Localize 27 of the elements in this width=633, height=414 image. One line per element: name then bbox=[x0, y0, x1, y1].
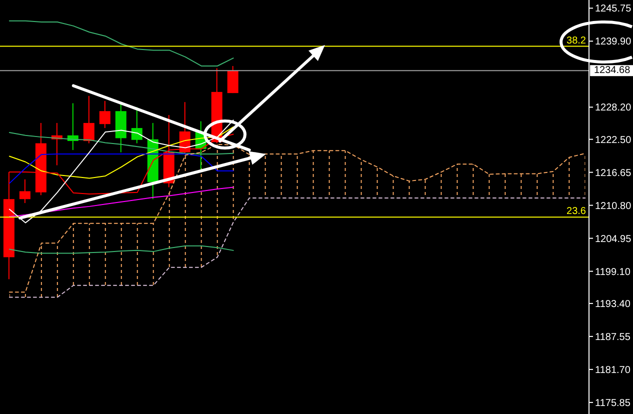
line-series bbox=[8, 144, 586, 293]
y-tick-label: 1204.95 bbox=[595, 234, 632, 245]
annotation: 38.2 bbox=[566, 35, 586, 46]
y-tick-label: 1199.10 bbox=[595, 266, 631, 278]
candlestick bbox=[99, 100, 110, 129]
line-series bbox=[8, 197, 586, 298]
y-tick-label: 1228.20 bbox=[595, 102, 632, 114]
line-series bbox=[8, 20, 234, 66]
y-tick-label: 1210.80 bbox=[595, 200, 632, 212]
candlestick bbox=[131, 106, 142, 144]
y-tick-label: 1187.55 bbox=[595, 332, 631, 343]
y-tick-label: 1181.70 bbox=[595, 364, 631, 376]
candlestick bbox=[227, 65, 238, 94]
line-series bbox=[8, 245, 234, 254]
annotation: 23.6 bbox=[566, 206, 586, 218]
y-tick-label: 1216.65 bbox=[595, 168, 632, 179]
line-series bbox=[8, 126, 234, 179]
y-tick-label: 1245.75 bbox=[595, 4, 632, 15]
y-tick-label: 1222.50 bbox=[595, 134, 632, 146]
line-series bbox=[8, 153, 234, 184]
candlestick bbox=[19, 178, 30, 204]
line-series bbox=[8, 186, 234, 218]
y-tick-label: 1239.90 bbox=[595, 36, 632, 48]
candlestick bbox=[83, 95, 94, 144]
y-tick-label: 1175.85 bbox=[595, 398, 631, 409]
y-tick-label: 1193.40 bbox=[595, 299, 631, 310]
ref-line-label: 1234.68 bbox=[594, 65, 631, 76]
